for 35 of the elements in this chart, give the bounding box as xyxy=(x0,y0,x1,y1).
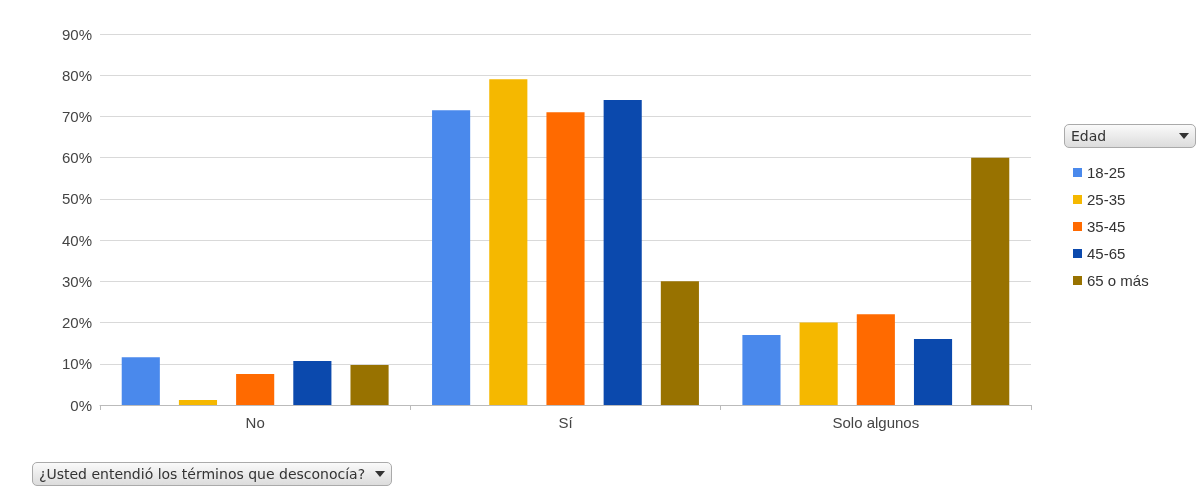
bar xyxy=(293,360,332,405)
bar xyxy=(742,334,781,405)
bar xyxy=(913,339,953,405)
y-tick-label: 70% xyxy=(61,107,92,125)
y-tick-label: 60% xyxy=(61,149,92,167)
y-tick-label: 40% xyxy=(61,231,92,249)
bar xyxy=(546,112,585,405)
legend-label: 45-65 xyxy=(1087,245,1126,262)
bar xyxy=(178,400,218,405)
y-tick-label: 50% xyxy=(61,190,92,208)
legend-label: 35-45 xyxy=(1087,218,1126,235)
legend-label: 25-35 xyxy=(1087,191,1126,208)
legend-label: 18-25 xyxy=(1087,164,1126,181)
y-tick-label: 0% xyxy=(70,396,92,414)
x-tick-label: No xyxy=(245,414,265,431)
x-tick-label: Sí xyxy=(558,414,574,431)
bar xyxy=(432,110,471,405)
bar xyxy=(660,281,699,405)
y-tick-label: 20% xyxy=(61,314,92,332)
bar xyxy=(799,322,838,405)
bar xyxy=(489,79,528,405)
bar xyxy=(603,99,642,405)
bar xyxy=(971,157,1010,405)
bar xyxy=(856,314,895,405)
y-tick-label: 80% xyxy=(61,66,92,84)
y-tick-label: 90% xyxy=(61,25,92,43)
y-tick-label: 30% xyxy=(61,272,92,290)
legend-title: Edad xyxy=(1071,128,1107,144)
x-axis-title: ¿Usted entendió los términos que desconocía? xyxy=(39,466,366,482)
bar xyxy=(350,365,389,405)
y-tick-label: 10% xyxy=(61,355,92,373)
x-tick-label: Solo algunos xyxy=(832,414,920,431)
bar xyxy=(121,357,160,405)
legend-label: 65 o más xyxy=(1087,272,1149,289)
bar xyxy=(236,374,275,405)
